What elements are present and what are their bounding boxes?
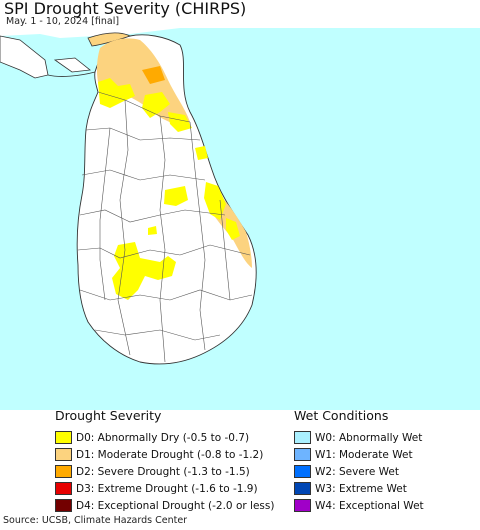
legend-item-d2: D2: Severe Drought (-1.3 to -1.5) — [55, 463, 274, 480]
swatch-d4 — [55, 499, 72, 512]
east-d0-strip — [226, 218, 240, 240]
map-title: SPI Drought Severity (CHIRPS) — [4, 0, 247, 18]
swatch-w1 — [294, 448, 311, 461]
north-d0-central — [142, 92, 170, 118]
legend-item-w2: W2: Severe Wet — [294, 463, 424, 480]
swatch-w0 — [294, 431, 311, 444]
legend-label-d3: D3: Extreme Drought (-1.6 to -1.9) — [76, 482, 258, 495]
north-d0-east — [168, 112, 192, 132]
trinco-d0 — [195, 146, 208, 160]
east-d0-region — [204, 182, 226, 220]
legend-label-w0: W0: Abnormally Wet — [315, 431, 423, 444]
india-coast — [0, 35, 49, 79]
drought-legend-title: Drought Severity — [55, 408, 162, 423]
india-mainland — [0, 0, 480, 38]
wet-legend-title: Wet Conditions — [294, 408, 389, 423]
swatch-w3 — [294, 482, 311, 495]
district-borders — [77, 91, 253, 363]
legend-item-w4: W4: Exceptional Wet — [294, 497, 424, 514]
swatch-d1 — [55, 448, 72, 461]
legend-item-w3: W3: Extreme Wet — [294, 480, 424, 497]
source-credit: Source: UCSB, Climate Hazards Center — [3, 515, 188, 526]
north-d2-patch — [142, 66, 165, 84]
legend-item-d1: D1: Moderate Drought (-0.8 to -1.2) — [55, 446, 274, 463]
drought-map — [0, 0, 480, 410]
legend-label-d4: D4: Exceptional Drought (-2.0 or less) — [76, 499, 275, 512]
legend-item-d0: D0: Abnormally Dry (-0.5 to -0.7) — [55, 429, 274, 446]
swatch-d3 — [55, 482, 72, 495]
legend-label-w4: W4: Exceptional Wet — [315, 499, 424, 512]
legend-item-w0: W0: Abnormally Wet — [294, 429, 424, 446]
north-d0-west — [98, 78, 135, 108]
drought-legend: Drought Severity D0: Abnormally Dry (-0.… — [55, 408, 274, 514]
wet-legend: Wet Conditions W0: Abnormally Wet W1: Mo… — [294, 408, 424, 514]
legend-label-d0: D0: Abnormally Dry (-0.5 to -0.7) — [76, 431, 250, 444]
island-coast — [53, 57, 92, 73]
central-d0-north — [164, 186, 188, 206]
legend-item-w1: W1: Moderate Wet — [294, 446, 424, 463]
legend-item-d4: D4: Exceptional Drought (-2.0 or less) — [55, 497, 274, 514]
legend-item-d3: D3: Extreme Drought (-1.6 to -1.9) — [55, 480, 274, 497]
jaffna-peninsula — [87, 32, 132, 47]
swatch-d2 — [55, 465, 72, 478]
legend-label-d1: D1: Moderate Drought (-0.8 to -1.2) — [76, 448, 264, 461]
adams-bridge — [47, 71, 96, 77]
swatch-w4 — [294, 499, 311, 512]
central-d0-small — [148, 226, 157, 235]
swatch-d0 — [55, 431, 72, 444]
central-d0-west — [112, 242, 176, 300]
legend-label-w1: W1: Moderate Wet — [315, 448, 413, 461]
map-subtitle: May. 1 - 10, 2024 [final] — [6, 16, 120, 27]
legend-label-w2: W2: Severe Wet — [315, 465, 399, 478]
legend-label-d2: D2: Severe Drought (-1.3 to -1.5) — [76, 465, 250, 478]
legend-label-w3: W3: Extreme Wet — [315, 482, 407, 495]
swatch-w2 — [294, 465, 311, 478]
